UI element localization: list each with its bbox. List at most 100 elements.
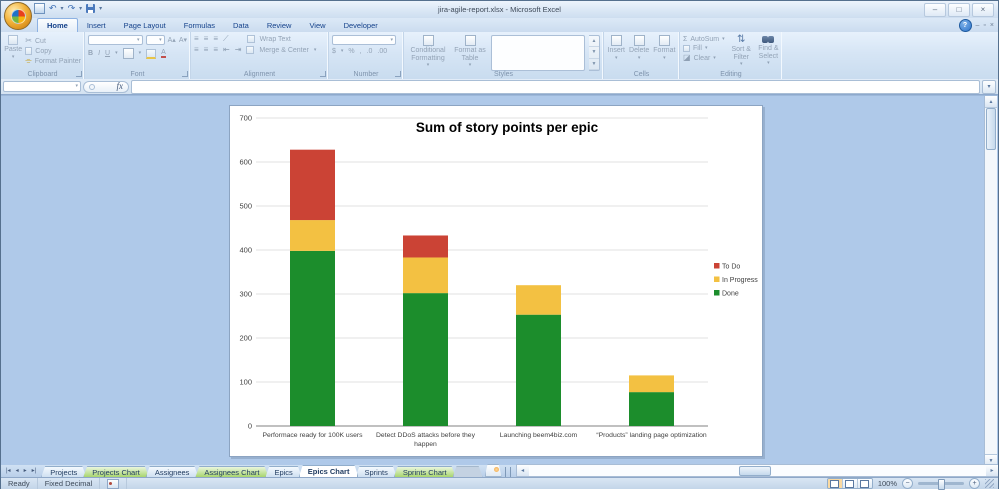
format-cells-button[interactable]: Format ▾ bbox=[653, 35, 675, 61]
format-painter-button[interactable]: ⌯ Format Painter bbox=[25, 56, 81, 65]
sheet-tab-sprints-chart[interactable]: Sprints Chart bbox=[394, 466, 456, 477]
align-left-icon[interactable]: ≡ bbox=[194, 45, 199, 54]
font-color-icon[interactable]: A bbox=[161, 49, 166, 58]
copy-button[interactable]: Copy bbox=[25, 47, 81, 55]
redo-dropdown-icon[interactable]: ▾ bbox=[79, 6, 83, 12]
zoom-in-icon[interactable]: + bbox=[969, 478, 980, 489]
bar-segment-done-3[interactable] bbox=[629, 392, 674, 426]
font-size-combo[interactable]: ▾ bbox=[145, 35, 165, 45]
gallery-more-icon[interactable]: ▼ bbox=[589, 59, 599, 70]
close-button[interactable]: × bbox=[972, 3, 994, 17]
insert-worksheet-icon[interactable] bbox=[485, 464, 502, 477]
ribbon-tab-formulas[interactable]: Formulas bbox=[183, 21, 215, 30]
bar-segment-to-do-0[interactable] bbox=[290, 149, 335, 221]
ribbon-tab-insert[interactable]: Insert bbox=[86, 21, 106, 30]
insert-cells-button[interactable]: Insert ▾ bbox=[608, 35, 625, 61]
sheet-tab-projects[interactable]: Projects bbox=[41, 466, 86, 477]
font-dialog-launcher-icon[interactable] bbox=[182, 71, 188, 77]
bold-button[interactable]: B bbox=[88, 50, 94, 57]
zoom-slider-thumb[interactable] bbox=[938, 479, 945, 490]
align-bottom-icon[interactable]: ≡ bbox=[213, 34, 219, 43]
bar-segment-done-0[interactable] bbox=[290, 250, 335, 426]
increase-indent-icon[interactable]: ⇥ bbox=[234, 45, 242, 54]
orientation-icon[interactable]: ⟋ bbox=[223, 34, 229, 43]
fill-button[interactable]: Fill ▾ bbox=[683, 45, 725, 52]
gallery-scroll-up-icon[interactable]: ▲ bbox=[589, 36, 599, 48]
decrease-indent-icon[interactable]: ⇤ bbox=[223, 45, 230, 54]
previous-sheet-icon[interactable]: ◂ bbox=[15, 468, 19, 474]
bar-segment-in-progress-2[interactable] bbox=[516, 285, 561, 315]
bar-segment-in-progress-3[interactable] bbox=[629, 375, 674, 393]
legend-label-to-do[interactable]: To Do bbox=[722, 264, 740, 271]
fill-color-icon[interactable] bbox=[146, 48, 157, 59]
accounting-dropdown-icon[interactable]: ▾ bbox=[340, 48, 344, 54]
italic-button[interactable]: I bbox=[98, 50, 101, 57]
autosum-button[interactable]: Σ AutoSum ▾ bbox=[683, 36, 725, 43]
legend-label-in-progress[interactable]: In Progress bbox=[722, 277, 758, 284]
underline-dropdown-icon[interactable]: ▾ bbox=[115, 50, 118, 56]
ribbon-tab-data[interactable]: Data bbox=[233, 21, 249, 30]
normal-view-button[interactable] bbox=[827, 479, 843, 488]
increase-decimal-button[interactable]: .0 bbox=[366, 48, 373, 55]
chart-sheet-page[interactable]: 0 100 200 300 400 500 600 700 Performace ready f… bbox=[229, 105, 763, 457]
horizontal-scroll-thumb[interactable] bbox=[739, 466, 771, 476]
workbook-restore-button[interactable]: ▫ bbox=[983, 22, 986, 29]
minimize-button[interactable]: – bbox=[924, 3, 946, 17]
sheet-tab-assignees[interactable]: Assignees bbox=[146, 466, 199, 477]
merge-center-dropdown-icon[interactable]: ▾ bbox=[313, 46, 317, 53]
sort-filter-button[interactable]: ⇅ Sort & Filter ▾ bbox=[731, 34, 751, 68]
resize-grip[interactable] bbox=[985, 479, 994, 488]
next-sheet-icon[interactable]: ▸ bbox=[23, 468, 27, 474]
find-select-button[interactable]: Find & Select ▾ bbox=[758, 35, 779, 66]
scroll-left-icon[interactable]: ◂ bbox=[516, 465, 529, 476]
cut-button[interactable]: ✂ Cut bbox=[25, 36, 46, 45]
undo-dropdown-icon[interactable]: ▾ bbox=[60, 6, 64, 12]
page-break-view-button[interactable] bbox=[857, 479, 872, 488]
align-center-icon[interactable]: ≡ bbox=[203, 45, 209, 54]
horizontal-scroll-track[interactable] bbox=[528, 465, 986, 476]
expand-formula-bar-icon[interactable]: ▾ bbox=[982, 79, 996, 94]
zoom-slider[interactable] bbox=[918, 479, 964, 490]
office-button[interactable] bbox=[4, 2, 32, 30]
zoom-level[interactable]: 100% bbox=[877, 479, 897, 488]
ribbon-tab-home[interactable]: Home bbox=[37, 18, 78, 32]
align-top-icon[interactable]: ≡ bbox=[194, 34, 199, 43]
align-middle-icon[interactable]: ≡ bbox=[203, 34, 209, 43]
align-right-icon[interactable]: ≡ bbox=[213, 45, 219, 54]
scroll-up-icon[interactable]: ▲ bbox=[985, 96, 997, 108]
number-format-combo[interactable]: ▾ bbox=[332, 35, 396, 45]
sheet-tab-partial[interactable] bbox=[453, 466, 483, 477]
first-sheet-icon[interactable]: |◂ bbox=[6, 468, 11, 474]
workbook-close-button[interactable]: × bbox=[989, 22, 994, 29]
legend-label-done[interactable]: Done bbox=[722, 291, 739, 298]
workbook-minimize-button[interactable]: – bbox=[975, 22, 980, 29]
maximize-button[interactable]: □ bbox=[948, 3, 970, 17]
ribbon-tab-page-layout[interactable]: Page Layout bbox=[123, 21, 166, 30]
clipboard-dialog-launcher-icon[interactable] bbox=[76, 71, 82, 77]
gallery-scroll-down-icon[interactable]: ▼ bbox=[589, 47, 599, 59]
bar-segment-in-progress-1[interactable] bbox=[403, 257, 448, 294]
comma-style-button[interactable]: , bbox=[359, 48, 362, 55]
bar-segment-done-2[interactable] bbox=[516, 314, 561, 426]
delete-cells-button[interactable]: Delete ▾ bbox=[629, 35, 649, 61]
decrease-decimal-button[interactable]: .00 bbox=[377, 48, 388, 55]
sheet-tab-epics-chart[interactable]: Epics Chart bbox=[299, 465, 359, 477]
number-dialog-launcher-icon[interactable] bbox=[395, 71, 401, 77]
ribbon-tab-view[interactable]: View bbox=[309, 21, 326, 30]
bar-segment-in-progress-0[interactable] bbox=[290, 220, 335, 251]
grow-font-button[interactable]: A▴ bbox=[167, 36, 176, 44]
ribbon-tab-review[interactable]: Review bbox=[266, 21, 292, 30]
horizontal-scrollbar[interactable]: ◂ ▸ bbox=[515, 464, 998, 477]
accounting-format-button[interactable]: $ bbox=[332, 48, 336, 55]
name-box[interactable]: ▾ bbox=[3, 81, 81, 92]
sheet-tab-sprints[interactable]: Sprints bbox=[355, 466, 396, 477]
chart-title[interactable]: Sum of story points per epic bbox=[416, 120, 599, 135]
macro-record-icon[interactable] bbox=[107, 478, 120, 489]
ribbon-tab-developer[interactable]: Developer bbox=[343, 21, 378, 30]
scroll-right-icon[interactable]: ▸ bbox=[986, 465, 998, 476]
percent-style-button[interactable]: % bbox=[348, 48, 355, 55]
insert-function-button[interactable]: fx bbox=[83, 80, 129, 93]
format-as-table-button[interactable]: Format as Table ▾ bbox=[453, 35, 487, 68]
bar-segment-to-do-1[interactable] bbox=[403, 235, 448, 258]
customize-qat-icon[interactable]: ▾ bbox=[99, 6, 103, 12]
